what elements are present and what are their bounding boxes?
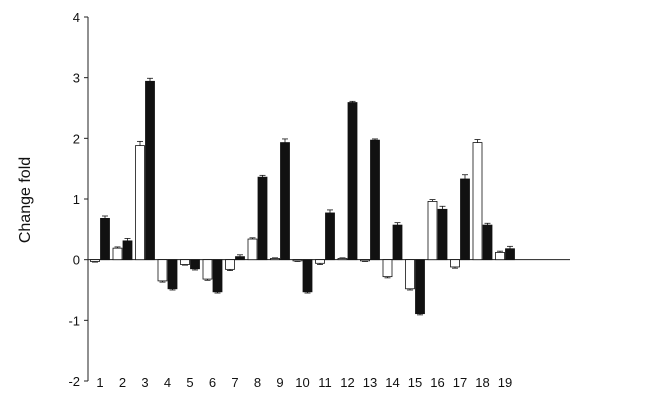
x-tick-label: 2: [119, 375, 126, 390]
bar: [437, 208, 448, 261]
bar: [292, 259, 303, 262]
x-tick-label: 6: [209, 375, 216, 390]
bar: [247, 238, 258, 261]
y-tick-label: 0: [73, 253, 80, 268]
bar: [450, 259, 460, 268]
bar: [337, 258, 348, 261]
x-tick-label: 5: [186, 375, 193, 390]
bar: [360, 259, 370, 262]
bars: [90, 77, 515, 316]
bar: [180, 259, 190, 265]
bar: [112, 247, 123, 261]
bar: [482, 224, 493, 261]
bar: [122, 240, 133, 261]
bar: [415, 259, 425, 315]
x-tick-label: 13: [363, 375, 377, 390]
y-tick-label: 2: [73, 131, 80, 146]
x-tick-label: 9: [276, 375, 283, 390]
bar: [495, 251, 505, 261]
x-tick-label: 17: [453, 375, 467, 390]
bar: [472, 142, 483, 261]
bar: [190, 259, 200, 270]
x-tick-label: 11: [318, 375, 332, 390]
bar: [347, 102, 358, 261]
x-tick-label: 19: [498, 375, 512, 390]
y-tick-label: -1: [68, 313, 80, 328]
bar: [212, 259, 223, 293]
x-tick-label: 3: [141, 375, 148, 390]
x-tick-label: 12: [340, 375, 354, 390]
bar: [382, 259, 393, 278]
y-axis-title: Change fold: [17, 157, 34, 243]
bar: [235, 256, 245, 261]
bar: [427, 201, 438, 261]
bar: [135, 145, 145, 261]
x-tick-label: 18: [475, 375, 489, 390]
x-tick-label: 10: [295, 375, 309, 390]
axes: [84, 16, 570, 382]
bar: [325, 212, 335, 261]
bar: [270, 258, 280, 261]
bar: [257, 176, 268, 261]
y-tick-label: 3: [73, 71, 80, 86]
x-tick-label: 16: [430, 375, 444, 390]
bar: [225, 259, 235, 270]
bar: [460, 178, 470, 261]
x-tick-label: 14: [385, 375, 399, 390]
bar: [315, 259, 325, 264]
bar: [392, 224, 403, 261]
bar: [405, 259, 415, 290]
bar: [157, 259, 168, 282]
y-tick-label: 4: [73, 10, 80, 25]
bar: [167, 259, 178, 290]
bar: [90, 259, 100, 262]
x-tick-label: 7: [231, 375, 238, 390]
y-tick-label: 1: [73, 192, 80, 207]
x-tick-label: 8: [254, 375, 261, 390]
bar: [302, 259, 313, 293]
bar: [145, 80, 155, 261]
bar: [505, 248, 515, 261]
bar: [202, 259, 213, 280]
bar: [370, 139, 380, 261]
x-tick-label: 1: [96, 375, 103, 390]
bar: [100, 218, 110, 261]
y-tick-label: -2: [68, 374, 80, 389]
x-tick-label: 4: [164, 375, 171, 390]
bar: [280, 142, 290, 261]
x-tick-label: 15: [408, 375, 422, 390]
